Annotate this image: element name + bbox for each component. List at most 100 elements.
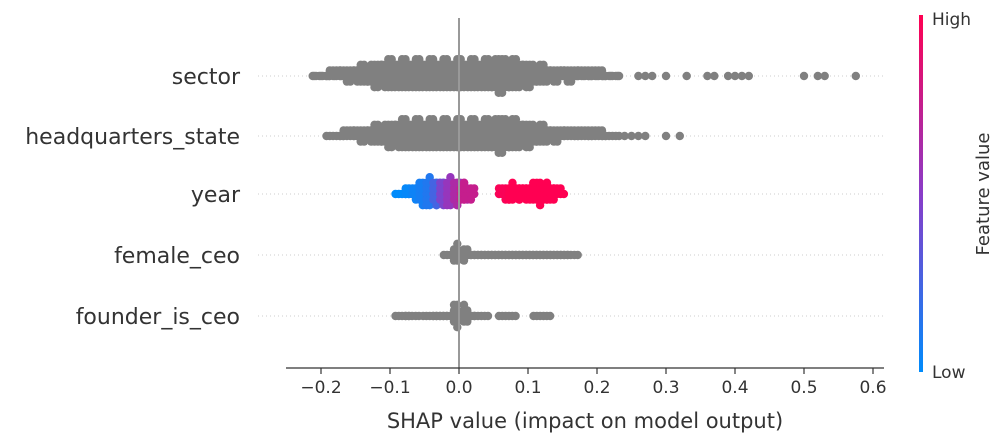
shap-point	[420, 71, 429, 81]
shap-point	[544, 71, 553, 81]
shap-point	[558, 71, 567, 81]
x-axis: −0.2 −0.1 0.0 0.1 0.2 0.3 0.4 0.5 0.6	[286, 367, 887, 398]
colorbar: High Low Feature value	[919, 10, 994, 383]
shap-point	[682, 71, 691, 81]
shap-point	[549, 184, 559, 193]
shap-point	[434, 71, 443, 81]
shap-point	[851, 71, 860, 81]
shap-point	[606, 71, 615, 81]
shap-point	[378, 71, 388, 81]
shap-point	[460, 195, 469, 204]
shap-point	[523, 71, 533, 81]
shap-point	[592, 71, 602, 81]
shap-point	[634, 131, 643, 141]
colorbar-high-label: High	[932, 10, 971, 30]
shap-point	[503, 71, 512, 81]
shap-point	[392, 71, 402, 81]
shap-point	[511, 311, 520, 321]
shap-point	[551, 71, 560, 81]
shap-point	[330, 71, 339, 81]
shap-point	[641, 71, 650, 81]
shap-point	[316, 71, 326, 81]
shap-point	[358, 71, 367, 81]
shap-point	[813, 71, 822, 81]
shap-point	[565, 71, 574, 81]
feature-label: year	[191, 183, 241, 208]
shap-point	[572, 71, 581, 81]
shap-point	[447, 71, 457, 81]
shap-point	[641, 131, 650, 141]
shap-point	[460, 311, 469, 321]
x-tick-label: −0.2	[300, 378, 341, 398]
x-axis-title: SHAP value (impact on model output)	[387, 409, 783, 433]
shap-point	[482, 71, 491, 81]
x-tick-label: 0.6	[859, 378, 886, 398]
shap-point	[703, 71, 712, 81]
shap-point	[661, 71, 671, 81]
shap-point	[496, 71, 505, 81]
colorbar-low-label: Low	[932, 363, 966, 383]
shap-point	[620, 131, 629, 141]
shap-point	[441, 71, 450, 81]
shap-point	[453, 239, 462, 248]
shap-point	[710, 71, 719, 81]
shap-point	[737, 71, 747, 81]
shap-point	[516, 71, 526, 81]
shap-point	[413, 71, 422, 81]
shap-point	[461, 71, 471, 81]
shap-point	[559, 189, 569, 199]
feature-label: headquarters_state	[25, 125, 240, 150]
x-tick-label: 0.2	[583, 378, 610, 398]
colorbar-title: Feature value	[973, 133, 994, 256]
shap-point	[627, 131, 636, 141]
shap-point	[344, 71, 353, 81]
shap-point	[723, 71, 733, 81]
data-points	[308, 55, 860, 332]
shap-point	[453, 323, 462, 332]
shap-point	[483, 311, 493, 321]
shap-point	[613, 71, 622, 81]
shap-point	[661, 131, 671, 141]
shap-point	[675, 131, 684, 141]
shap-point	[309, 71, 319, 81]
shap-point	[385, 71, 395, 81]
x-tick-label: 0.1	[514, 378, 541, 398]
shap-point	[744, 71, 753, 81]
shap-point	[530, 71, 540, 81]
shap-point	[730, 71, 740, 81]
shap-point	[460, 178, 469, 187]
row-guides	[258, 75, 884, 317]
x-tick-label: 0.4	[721, 378, 748, 398]
shap-point	[537, 71, 546, 81]
feature-label: sector	[172, 65, 241, 90]
shap-point	[337, 71, 346, 81]
shap-point	[563, 250, 572, 260]
colorbar-gradient	[919, 15, 923, 372]
shap-point	[404, 311, 414, 321]
shap-point	[489, 71, 498, 81]
shap-point	[475, 71, 484, 81]
x-tick-label: 0.3	[652, 378, 679, 398]
x-tick-label: 0.5	[790, 378, 817, 398]
shap-point	[406, 71, 415, 81]
shap-point	[585, 71, 595, 81]
shap-point	[351, 71, 360, 81]
shap-point	[634, 71, 643, 81]
shap-point	[648, 71, 657, 81]
x-tick-label: 0.0	[445, 378, 472, 398]
shap-point	[372, 71, 381, 81]
shap-point	[799, 71, 809, 81]
shap-point	[820, 71, 829, 81]
shap-point	[399, 71, 408, 81]
shap-point	[470, 184, 479, 193]
shap-point	[323, 71, 333, 81]
shap-point	[545, 311, 555, 321]
x-tick-label: −0.1	[369, 378, 410, 398]
shap-point	[365, 71, 374, 81]
feature-label: female_ceo	[114, 244, 240, 269]
shap-point	[427, 71, 436, 81]
shap-point	[573, 250, 582, 260]
shap-point	[599, 71, 609, 81]
